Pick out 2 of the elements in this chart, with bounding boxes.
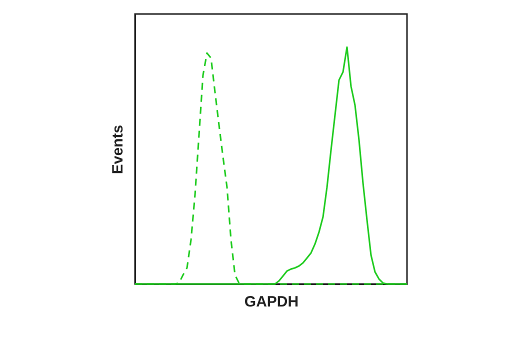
y-axis-title: Events — [110, 124, 126, 174]
x-axis-title: GAPDH — [244, 294, 299, 310]
